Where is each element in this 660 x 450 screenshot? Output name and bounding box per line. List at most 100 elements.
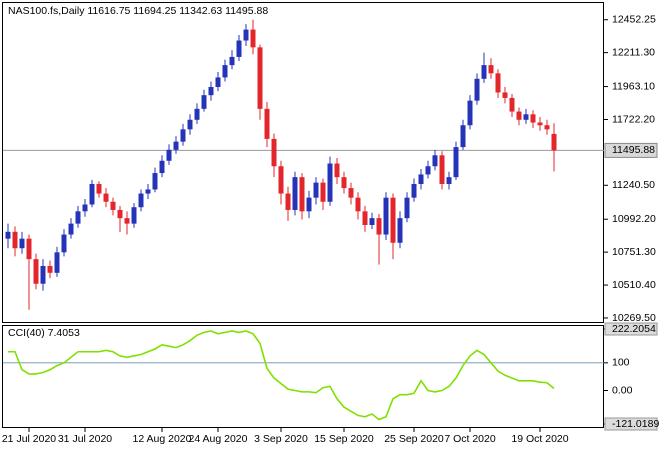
last-price-box (604, 142, 658, 158)
candle-body (362, 211, 368, 225)
candle-body (509, 97, 515, 112)
candle-body (446, 177, 452, 184)
candle-body (187, 119, 193, 130)
y-tick-label: 222.2054 (612, 323, 656, 335)
candle-body (194, 108, 200, 120)
y-tick-label: 11240.50 (612, 179, 655, 191)
candle-body (26, 238, 32, 260)
cci-panel (2, 325, 604, 428)
x-tick-label: 19 Oct 2020 (511, 433, 568, 445)
x-tick-label: 31 Jul 2020 (58, 433, 112, 445)
candle-body (229, 56, 235, 66)
candle-body (292, 177, 298, 210)
candle-body (320, 182, 326, 202)
y-tick-label: 11722.20 (612, 113, 655, 125)
candle-body (285, 193, 291, 210)
candle-body (306, 197, 312, 212)
candle-body (110, 201, 116, 210)
candle-body (495, 73, 501, 93)
y-tick-label: 12452.25 (612, 14, 656, 26)
candle-body (138, 193, 144, 208)
candle-body (54, 252, 60, 273)
candle-body (82, 204, 88, 212)
main-panel (2, 2, 604, 323)
candle-body (201, 95, 207, 109)
candle-body (397, 218, 403, 243)
candle-body (61, 234, 67, 253)
y-tick-box (604, 417, 658, 431)
x-tick-label: 25 Sep 2020 (384, 433, 444, 445)
candle-body (467, 100, 473, 126)
x-tick-label: 12 Aug 2020 (133, 433, 192, 445)
candle-body (180, 129, 186, 142)
candle-body (131, 207, 137, 224)
y-tick-label: -121.0189 (612, 418, 659, 430)
candle-body (166, 149, 172, 161)
y-tick-label: 10751.30 (612, 246, 656, 258)
candle-body (68, 223, 74, 235)
candle-body (474, 78, 480, 101)
candle-body (481, 65, 487, 79)
candle-body (439, 155, 445, 184)
candle-body (551, 133, 557, 151)
candle-body (159, 160, 165, 174)
y-tick-label: 11963.10 (612, 80, 655, 92)
candle-body (96, 183, 102, 194)
x-tick-label: 24 Aug 2020 (189, 433, 248, 445)
candle-body (145, 189, 151, 194)
candle-body (12, 231, 18, 249)
candle-body (376, 218, 382, 235)
last-price-label: 11495.88 (612, 144, 655, 156)
candle-body (418, 174, 424, 184)
candle-body (348, 188, 354, 198)
y-tick-label: 0.00 (612, 384, 633, 396)
candle-body (5, 231, 11, 239)
candle-body (236, 40, 242, 57)
y-tick-label: 10269.50 (612, 312, 656, 324)
candle-body (124, 218, 130, 224)
y-tick-label: 10510.40 (612, 279, 656, 291)
candle-body (313, 182, 319, 198)
chart-title: NAS100.fs,Daily 11616.75 11694.25 11342.… (8, 5, 268, 17)
candle-body (19, 238, 25, 249)
y-tick-label: 12211.30 (612, 46, 655, 58)
x-tick-label: 3 Sep 2020 (254, 433, 308, 445)
candle-body (383, 197, 389, 235)
candle-body (250, 29, 256, 48)
x-tick-label: 21 Jul 2020 (2, 433, 56, 445)
x-tick-label: 15 Sep 2020 (314, 433, 374, 445)
candle-body (530, 114, 536, 123)
candle-body (390, 197, 396, 243)
candle-body (341, 177, 347, 189)
candle-body (516, 111, 522, 120)
candle-body (89, 183, 95, 205)
candle-body (369, 218, 375, 225)
candle-body (411, 183, 417, 198)
candle-body (299, 177, 305, 212)
candle-body (404, 197, 410, 219)
x-tick-label: 7 Oct 2020 (444, 433, 496, 445)
candle-body (152, 173, 158, 190)
candle-body (453, 147, 459, 178)
candle-body (488, 65, 494, 74)
candle-body (502, 92, 508, 98)
candle-body (222, 65, 228, 78)
candle-body (243, 29, 249, 41)
candle-body (40, 265, 46, 284)
candle-body (271, 138, 277, 167)
y-tick-label: 10992.20 (612, 213, 656, 225)
candle-body (544, 125, 550, 130)
candle-body (355, 197, 361, 212)
candle-body (432, 155, 438, 167)
candle-body (460, 125, 466, 148)
candle-body (425, 166, 431, 175)
candle-body (75, 211, 81, 224)
cci-line (8, 330, 555, 421)
candle-body (208, 86, 214, 96)
candle-body (334, 163, 340, 178)
y-tick-box (604, 322, 658, 336)
candle-body (117, 209, 123, 219)
candle-body (278, 166, 284, 194)
